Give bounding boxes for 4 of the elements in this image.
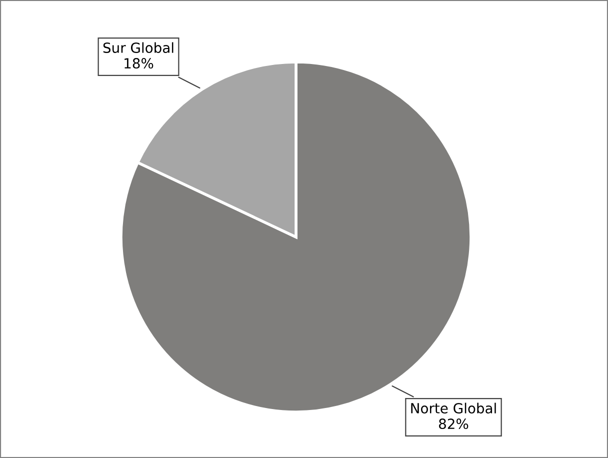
slice-label: Sur Global xyxy=(103,42,174,54)
slice-label: Norte Global xyxy=(411,402,496,414)
data-label: 82% xyxy=(439,418,468,430)
data-label: 18% xyxy=(124,58,154,69)
